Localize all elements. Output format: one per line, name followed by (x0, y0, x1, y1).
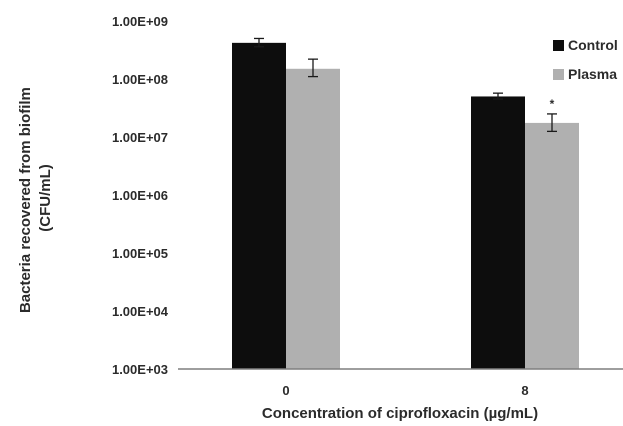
y-tick-label: 1.00E+05 (112, 246, 168, 261)
x-axis-title: Concentration of ciprofloxacin (µg/mL) (262, 405, 538, 422)
error-bar-control-8 (493, 92, 503, 100)
y-tick-label: 1.00E+06 (112, 188, 168, 203)
y-tick-label: 1.00E+08 (112, 72, 168, 87)
legend-label-control: Control (568, 37, 618, 53)
x-tick-label: 0 (282, 383, 289, 398)
y-tick-label: 1.00E+04 (112, 304, 169, 319)
legend-label-plasma: Plasma (568, 66, 617, 82)
y-tick-label: 1.00E+03 (112, 362, 168, 377)
error-bar-plasma-8 (547, 113, 557, 133)
error-bar-plasma-0 (308, 58, 318, 78)
legend: Control Plasma (553, 37, 618, 82)
bars (232, 42, 579, 370)
y-tick-label: 1.00E+09 (112, 14, 168, 29)
bar-plasma-0 (286, 68, 340, 369)
error-bars (254, 37, 557, 133)
bar-plasma-8 (525, 122, 579, 369)
y-axis-title-line-2: (CFU/mL) (37, 164, 54, 232)
legend-swatch-plasma (553, 69, 564, 80)
y-axis-title: Bacteria recovered from biofilm (CFU/mL) (17, 83, 54, 313)
x-tick-label: 8 (521, 383, 528, 398)
annotations: * (550, 97, 555, 111)
bar-control-0 (232, 42, 286, 370)
y-axis-title-line-1: Bacteria recovered from biofilm (17, 87, 34, 313)
significance-annotation: * (550, 97, 555, 111)
bar-control-8 (471, 96, 525, 369)
legend-swatch-control (553, 40, 564, 51)
y-tick-label: 1.00E+07 (112, 130, 168, 145)
error-bar-control-0 (254, 37, 264, 48)
y-axis-ticks: 1.00E+03 1.00E+04 1.00E+05 1.00E+06 1.00E+07… (112, 14, 169, 377)
